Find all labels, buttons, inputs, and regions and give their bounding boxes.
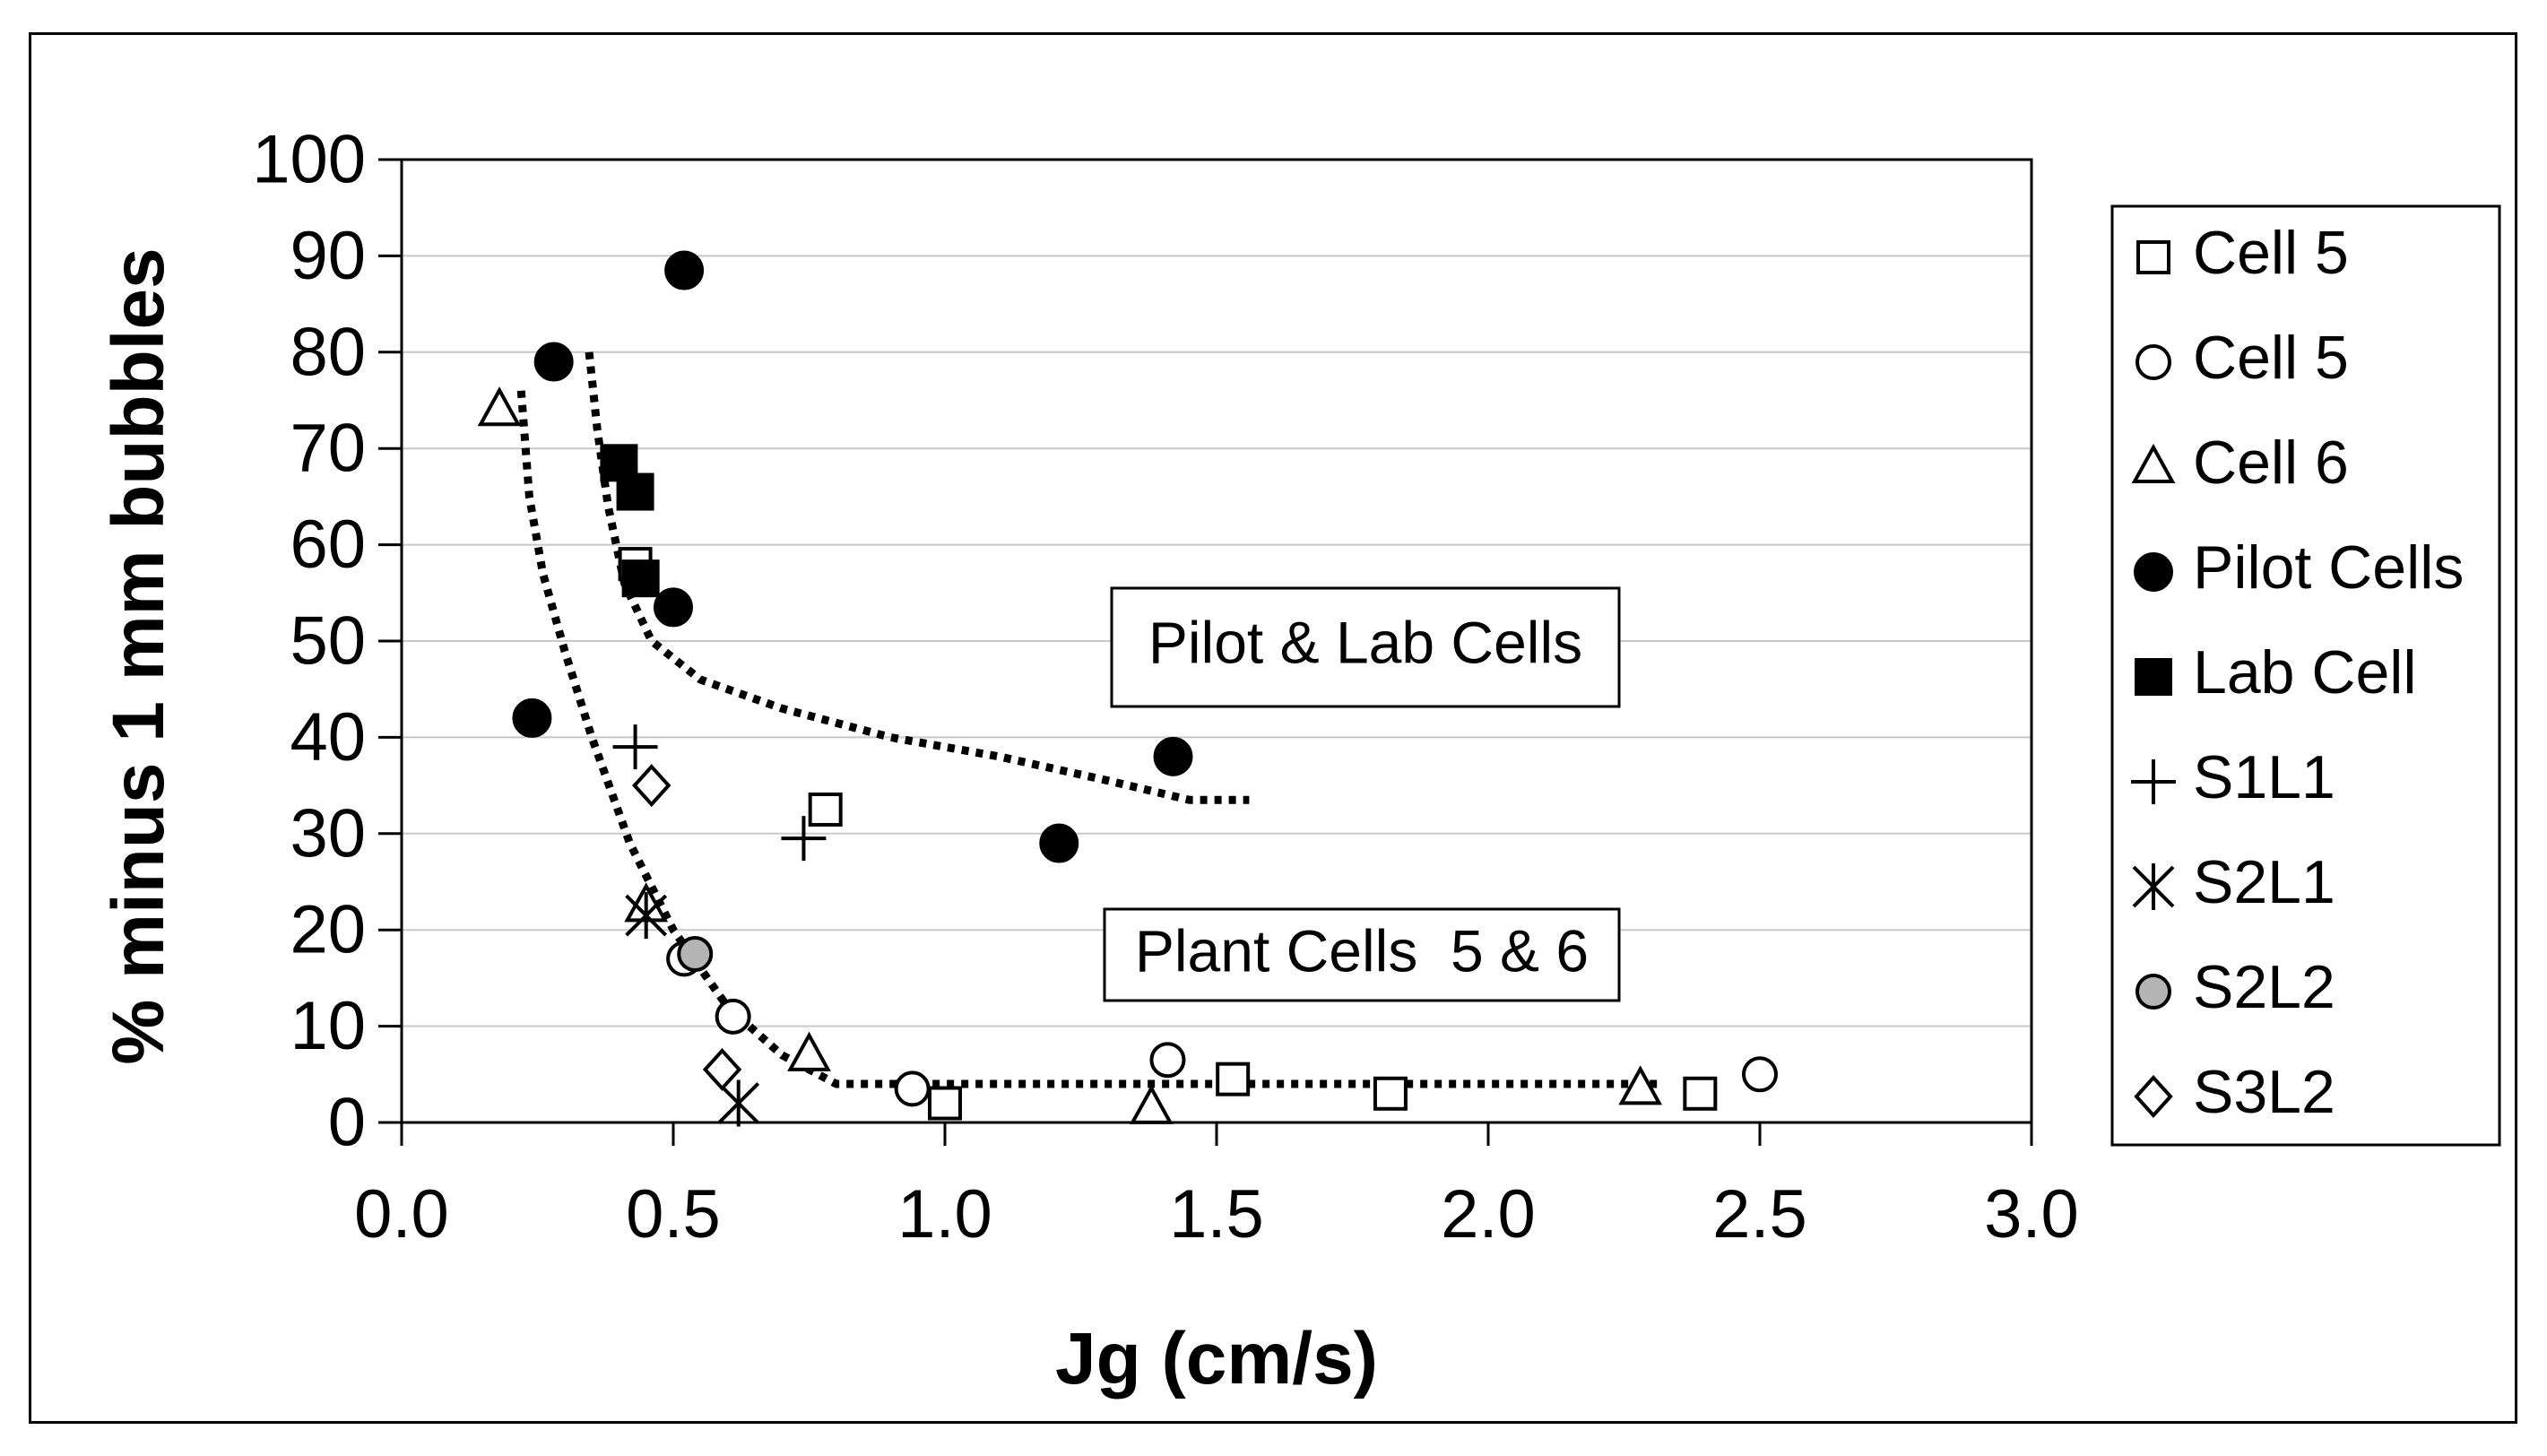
data-point-circle-filled [533,342,574,382]
data-point-square-open [1683,1076,1718,1111]
trendline-layer [516,351,1662,1088]
x-tick-label: 2.0 [1441,1176,1536,1252]
legend-label: S3L2 [2193,1058,2335,1126]
data-point-diamond-open [632,764,671,808]
y-tick-label: 20 [290,892,366,968]
data-point-plus [781,816,827,862]
y-tick-label: 90 [290,218,366,294]
legend-marker-circle-open [2135,344,2171,380]
y-tick-label: 100 [252,122,366,198]
legend: Cell 5 Cell 5 Cell 6 Pilot Cells Lab Cel… [2110,204,2501,1147]
data-point-circle-filled [512,698,552,738]
y-tick-label: 40 [290,699,366,776]
x-tick-label: 3.0 [1984,1176,2079,1252]
data-point-asterisk [717,1079,760,1127]
y-tick-label: 80 [290,314,366,390]
annotation-pilot-lab-text: Pilot & Lab Cells [1148,609,1582,675]
x-tick-label: 2.5 [1712,1176,1807,1252]
legend-label: Cell 5 [2193,324,2349,392]
x-tick-label: 0.0 [354,1176,449,1252]
data-point-square-open [808,792,843,827]
data-point-square-open [1373,1076,1408,1111]
legend-markers [2131,240,2176,1118]
annotation-plant-cells-text: Plant Cells 5 & 6 [1135,917,1589,984]
data-point-square-open [928,1086,962,1121]
legend-marker-circle-gray [2135,974,2171,1010]
legend-label: Cell 5 [2193,219,2349,287]
x-tick-label: 0.5 [626,1176,721,1252]
data-point-circle-filled [1153,736,1193,776]
tick-layer: 0 10 20 30 40 50 60 70 80 90 100 0.0 0.5 1.0 1.5 2.0 2.5… [252,122,2079,1253]
data-point-circle-open [1742,1056,1778,1093]
y-tick-label: 10 [290,988,366,1064]
legend-marker-triangle-open [2131,443,2176,483]
legend-label: S1L1 [2193,743,2335,811]
legend-marker-square-open [2136,240,2170,274]
x-tick-label: 1.0 [897,1176,992,1252]
data-point-circle-filled [1039,823,1079,863]
data-point-square-open [1216,1062,1251,1096]
y-tick-label: 0 [328,1085,366,1161]
annotation-pilot-lab: Pilot & Lab Cells [1110,586,1621,708]
legend-marker-circle-filled [2134,552,2173,592]
legend-label: Lab Cell [2193,638,2417,706]
legend-marker-asterisk [2132,863,2175,910]
data-point-triangle-open [787,1031,831,1071]
trendline [585,351,1250,804]
data-point-layer [477,250,1778,1127]
y-tick-label: 70 [290,411,366,487]
y-tick-label: 50 [290,603,366,680]
data-point-triangle-open [1618,1065,1663,1105]
data-point-circle-gray [677,936,714,973]
data-point-triangle-open [1129,1084,1174,1124]
data-point-square-filled [616,472,654,511]
x-axis-title: Jg (cm/s) [1055,1318,1378,1400]
data-point-circle-filled [654,587,693,628]
chart-frame [29,32,2517,1424]
legend-marker-plus [2131,759,2176,804]
data-point-asterisk [625,892,668,940]
data-point-diamond-open [702,1047,742,1091]
legend-label: S2L1 [2193,848,2335,916]
legend-marker-square-filled [2135,658,2172,696]
data-point-triangle-open [477,386,522,427]
y-axis-title: % minus 1 mm bubbles [98,247,179,1064]
x-tick-label: 1.5 [1169,1176,1264,1252]
annotation-plant-cells: Plant Cells 5 & 6 [1103,907,1621,1002]
data-point-plus [612,724,658,770]
data-point-circle-open [715,998,751,1035]
y-tick-label: 30 [290,795,366,871]
data-point-circle-filled [664,250,705,290]
legend-label: Pilot Cells [2193,533,2464,602]
legend-label: Cell 6 [2193,429,2349,497]
data-point-circle-open [894,1070,931,1107]
data-point-square-filled [621,559,660,598]
legend-marker-diamond-open [2134,1075,2173,1118]
y-tick-label: 60 [290,507,366,583]
legend-box [2110,204,2501,1147]
legend-label: S2L2 [2193,953,2335,1021]
data-point-circle-open [1149,1042,1186,1079]
